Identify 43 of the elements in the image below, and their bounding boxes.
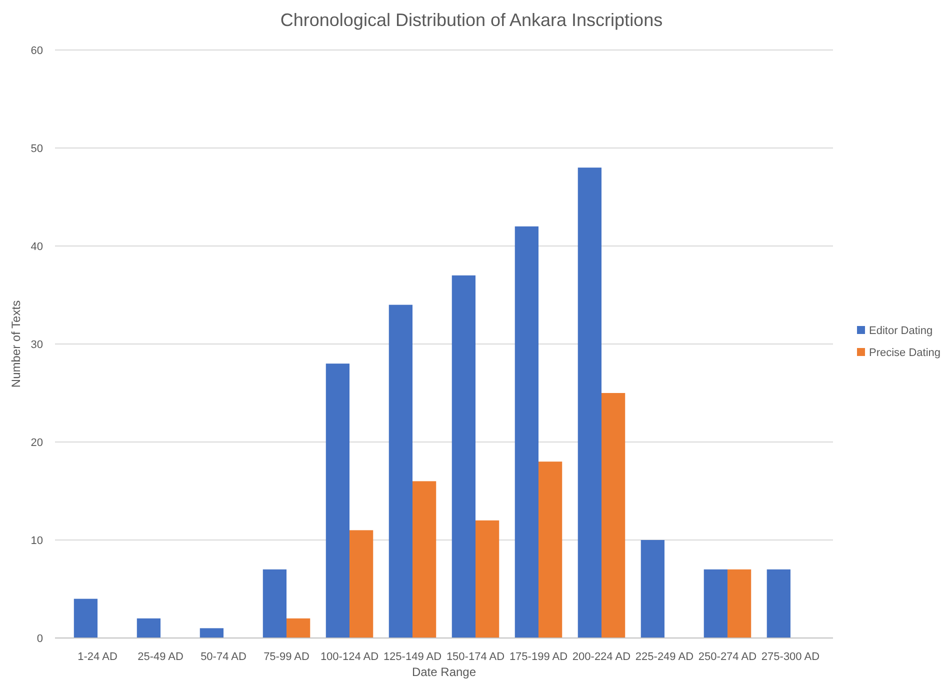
bar [326,364,350,638]
chart-title: Chronological Distribution of Ankara Inscriptions [280,10,663,30]
bar [514,226,538,638]
x-tick-label: 175-199 AD [509,651,568,663]
x-tick-label: 100-124 AD [320,651,379,663]
bar [262,569,287,638]
bar [412,481,436,638]
bar [74,598,98,638]
bar [136,618,161,638]
x-tick-label: 75-99 AD [264,651,310,663]
x-tick-label: 125-149 AD [383,651,442,663]
y-tick-label: 40 [30,241,43,253]
x-tick-label: 275-300 AD [761,651,820,663]
bar [640,540,664,638]
x-tick-label: 225-249 AD [635,651,694,663]
x-tick-label: 250-274 AD [698,651,757,663]
legend-label: Precise Dating [869,347,941,359]
legend-label: Editor Dating [869,325,933,337]
y-tick-label: 30 [30,339,43,351]
x-tick-label: 50-74 AD [200,651,246,663]
bar [538,462,562,638]
bar [578,168,602,638]
bar [766,569,790,638]
y-tick-label: 0 [36,633,43,645]
bar [452,275,476,638]
bar [200,628,224,638]
y-axis-title: Number of Texts [9,300,23,388]
bar [286,618,310,638]
y-tick-label: 10 [30,535,43,547]
y-tick-label: 20 [30,437,43,449]
bar [350,530,374,638]
x-tick-label: 1-24 AD [78,651,118,663]
x-tick-label: 150-174 AD [446,651,505,663]
y-tick-label: 50 [30,143,43,155]
bar [476,520,500,638]
y-tick-label: 60 [30,45,43,57]
bar [727,569,752,638]
x-axis-title: Date Range [412,665,476,679]
x-tick-label: 200-224 AD [572,651,631,663]
x-tick-label: 25-49 AD [138,651,184,663]
bar [704,569,728,638]
bar [601,393,626,638]
bar [388,304,413,638]
